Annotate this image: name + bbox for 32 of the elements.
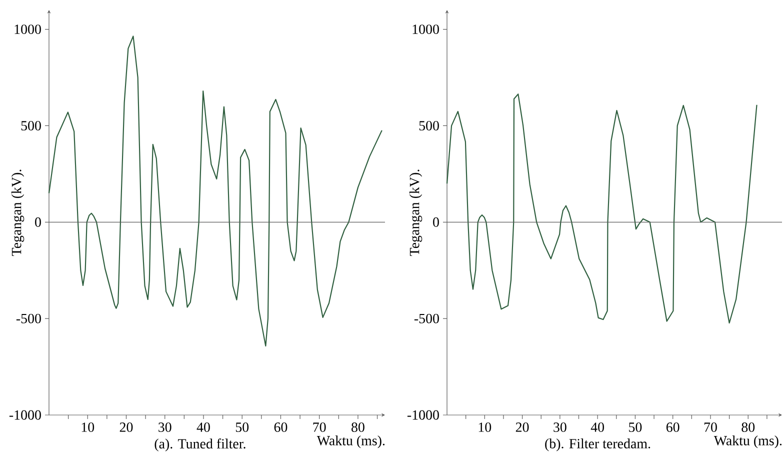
x-axis-title: Waktu (ms). (316, 436, 385, 448)
y-tick-label: -1000 (407, 410, 439, 420)
y-tick-label: 0 (433, 217, 439, 227)
x-tick-label: 60 (274, 422, 288, 432)
x-tick-label: 40 (196, 422, 210, 432)
y-tick-label: -500 (16, 314, 41, 324)
x-tick-label: 70 (313, 422, 326, 432)
x-tick-label: 80 (742, 422, 755, 432)
y-tick-label: 1000 (412, 24, 439, 34)
x-tick-label: 80 (352, 422, 364, 432)
y-tick-label: -500 (414, 314, 439, 324)
y-tick-label: 500 (21, 121, 41, 130)
x-tick-label: 70 (704, 422, 717, 432)
y-axis-title: Tegangan (kV). (409, 170, 422, 256)
x-tick-label: 10 (82, 422, 94, 432)
x-tick-label: 10 (478, 422, 492, 432)
y-tick-label: -1000 (9, 410, 41, 420)
x-tick-label: 40 (590, 422, 604, 432)
text: (a). Tuned filter. (154, 438, 246, 452)
x-tick-label: 30 (554, 422, 566, 432)
x-tick-label: 30 (158, 422, 172, 432)
y-tick-label: 1000 (14, 24, 41, 34)
y-tick-label: 500 (419, 121, 439, 130)
text: (b). Filter teredam. (545, 438, 650, 452)
y-axis-title: Tegangan (kV). (11, 170, 24, 256)
x-tick-label: 20 (120, 422, 133, 432)
x-tick-label: 50 (236, 422, 249, 432)
x-tick-label: 50 (629, 422, 642, 432)
x-axis-title: Waktu (ms). (714, 436, 782, 448)
x-tick-label: 60 (666, 422, 680, 432)
y-tick-label: 0 (35, 217, 41, 227)
x-tick-label: 20 (516, 422, 529, 432)
